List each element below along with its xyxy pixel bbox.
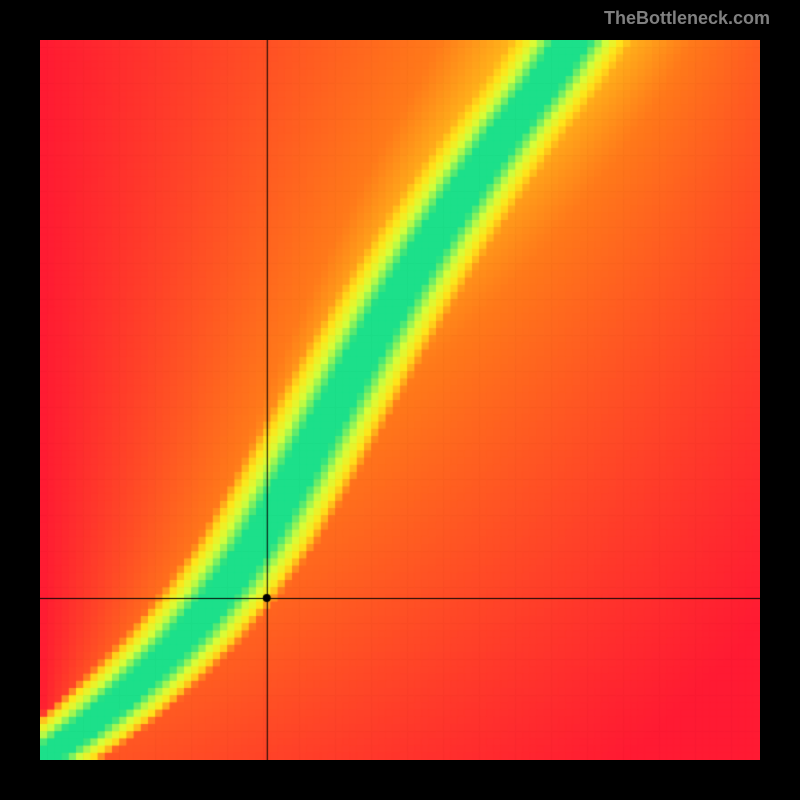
watermark-text: TheBottleneck.com bbox=[604, 8, 770, 29]
bottleneck-heatmap bbox=[40, 40, 760, 760]
page-root: TheBottleneck.com bbox=[0, 0, 800, 800]
